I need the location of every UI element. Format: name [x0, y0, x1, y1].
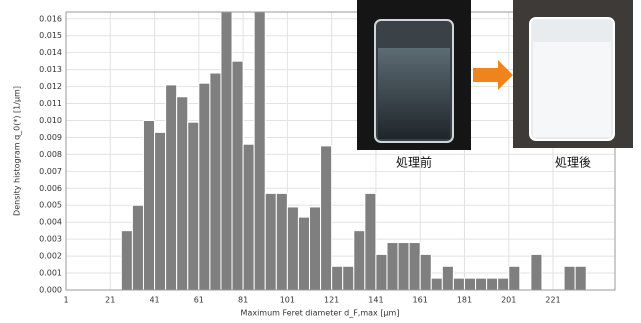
y-tick-label: 0.004: [39, 218, 62, 227]
x-tick-label: 81: [238, 296, 248, 305]
bar: [431, 278, 442, 290]
x-tick-label: 161: [413, 296, 428, 305]
y-tick-label: 0.006: [39, 184, 62, 193]
bar: [132, 205, 143, 290]
bar: [199, 83, 210, 290]
bar: [254, 10, 265, 290]
bar: [476, 278, 487, 290]
bar: [265, 193, 276, 290]
bar: [210, 73, 221, 290]
bar: [310, 207, 321, 290]
y-tick-label: 0.008: [39, 150, 62, 159]
bar: [453, 278, 464, 290]
bar: [287, 207, 298, 290]
x-tick-label: 201: [501, 296, 516, 305]
bar: [376, 254, 387, 290]
y-tick-label: 0.013: [39, 65, 62, 74]
bar: [564, 266, 575, 290]
y-tick-label: 0.003: [39, 235, 62, 244]
x-tick-label: 141: [368, 296, 383, 305]
bar: [276, 193, 287, 290]
bar: [509, 266, 520, 290]
x-tick-label: 61: [194, 296, 204, 305]
y-tick-label: 0.005: [39, 201, 62, 210]
bar: [387, 243, 398, 290]
bar: [332, 266, 343, 290]
y-tick-label: 0.012: [39, 82, 62, 91]
y-axis-label: Density histogram q_0(*) [1/µm]: [13, 86, 22, 216]
y-tick-label: 0.014: [39, 48, 62, 57]
x-tick-label: 21: [105, 296, 115, 305]
bar: [420, 254, 431, 290]
x-tick-label: 121: [324, 296, 339, 305]
bar: [343, 266, 354, 290]
arrow: [473, 60, 513, 90]
bar: [143, 120, 154, 290]
bar: [442, 266, 453, 290]
bar: [365, 193, 376, 290]
y-tick-label: 0.007: [39, 167, 62, 176]
y-tick-label: 0.015: [39, 31, 62, 40]
bar: [177, 97, 188, 290]
annotation: 処理前: [396, 155, 432, 170]
chart: Maximum Feret diameter d_F,max [µm] Dens…: [0, 0, 641, 323]
bar: [487, 278, 498, 290]
annotation: 処理後: [555, 156, 591, 170]
bar: [243, 144, 254, 290]
y-tick-label: 0.016: [39, 14, 62, 23]
bar: [221, 10, 232, 290]
bar: [232, 61, 243, 290]
bar: [398, 243, 409, 290]
x-tick-label: 181: [457, 296, 472, 305]
bar: [155, 132, 166, 290]
bar: [166, 85, 177, 290]
bar: [464, 278, 475, 290]
y-tick-label: 0.011: [39, 99, 62, 108]
y-tick-label: 0.010: [39, 116, 62, 125]
y-tick-label: 0.001: [39, 269, 62, 278]
x-axis-label: Maximum Feret diameter d_F,max [µm]: [241, 309, 400, 318]
y-tick-label: 0.009: [39, 133, 62, 142]
page: Maximum Feret diameter d_F,max [µm] Dens…: [0, 0, 641, 323]
bar: [354, 231, 365, 290]
bar: [409, 243, 420, 290]
bar: [531, 254, 542, 290]
bar: [188, 122, 199, 290]
x-tick-label: 41: [149, 296, 159, 305]
bar: [121, 231, 132, 290]
x-tick-label: 1: [63, 296, 68, 305]
x-tick-label: 101: [280, 296, 295, 305]
photo-after: [513, 0, 633, 148]
x-tick-label: 221: [545, 296, 560, 305]
bar: [575, 266, 586, 290]
bar: [321, 146, 332, 290]
y-tick-label: 0.000: [39, 286, 62, 295]
photo-before: [357, 0, 471, 150]
y-tick-label: 0.002: [39, 252, 62, 261]
bar: [498, 278, 509, 290]
bar: [298, 217, 309, 290]
